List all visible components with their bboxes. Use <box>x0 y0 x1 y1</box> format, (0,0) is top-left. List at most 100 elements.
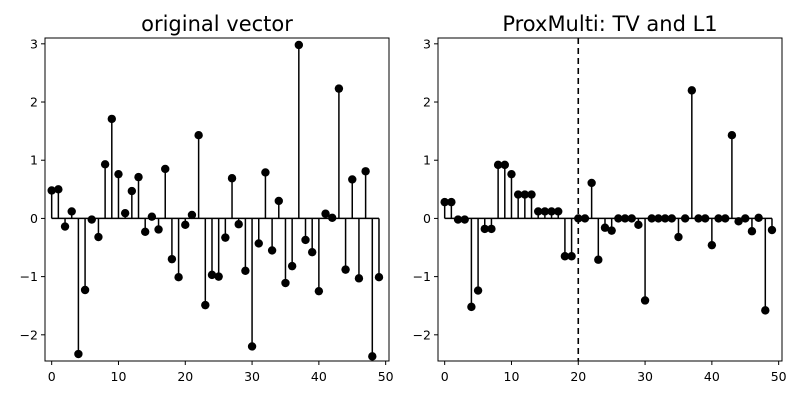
stem-marker <box>241 266 250 275</box>
stem-marker <box>114 169 123 179</box>
stem-marker <box>261 168 270 177</box>
stem-marker <box>734 217 743 226</box>
x-tick-label: 0 <box>48 369 56 384</box>
x-tick-label: 0 <box>441 369 449 384</box>
stem-marker <box>234 220 243 229</box>
stem-marker <box>221 233 230 242</box>
stem-marker <box>67 207 76 216</box>
stem-marker <box>487 224 496 234</box>
stem-marker <box>580 214 590 223</box>
y-tick-label: −1 <box>20 269 38 284</box>
stem-marker <box>194 130 203 140</box>
stem-marker <box>654 214 663 223</box>
stem-marker <box>60 222 70 231</box>
stem-marker <box>460 215 469 224</box>
stem-marker <box>467 302 476 312</box>
plot-area: 0 10 20 30 40 50 −2 −1 0 1 2 3 <box>413 36 787 384</box>
stem-marker <box>267 246 277 255</box>
stem-marker <box>214 272 223 281</box>
axes-frame <box>437 37 783 362</box>
stem-marker <box>727 130 737 140</box>
stem-marker <box>473 286 483 295</box>
stem-marker <box>154 225 163 234</box>
stem-marker <box>660 214 670 223</box>
stem-marker <box>54 185 63 194</box>
stem-marker <box>227 174 237 183</box>
stem-marker <box>47 186 56 195</box>
y-tick-label: 1 <box>30 153 38 168</box>
axes-frame <box>44 37 390 362</box>
stem-marker <box>287 261 297 271</box>
stem-marker <box>321 209 330 218</box>
stem-marker <box>520 190 530 199</box>
x-tick-label: 20 <box>177 369 193 384</box>
stem-marker <box>100 160 110 169</box>
stem-marker <box>307 247 317 257</box>
y-tick-label: 2 <box>423 95 431 110</box>
y-tick-label: −1 <box>413 269 431 284</box>
y-tick-label: 1 <box>423 153 431 168</box>
stem-marker <box>607 226 616 235</box>
stem-marker <box>374 272 384 282</box>
stem-marker <box>74 349 83 359</box>
panel-proxmulti: ProxMulti: TV and L1 0 10 20 30 40 50 −2 −1 0 1 2 3 <box>413 12 787 384</box>
stem-marker <box>127 186 137 196</box>
stem-marker <box>328 213 337 223</box>
stem-marker <box>348 175 357 184</box>
stem-marker <box>540 207 550 216</box>
stem-marker <box>507 169 516 179</box>
stem-marker <box>627 214 636 223</box>
stem-marker <box>634 220 643 230</box>
stem-marker <box>680 214 690 223</box>
stem-marker <box>301 235 310 245</box>
stem-marker <box>107 114 116 124</box>
stem-marker <box>594 255 603 264</box>
stem-marker <box>140 227 150 236</box>
stem-marker <box>694 214 703 223</box>
stem-marker <box>281 278 290 288</box>
stem-marker <box>754 213 763 223</box>
stem-marker <box>187 210 197 220</box>
stem-marker <box>560 252 570 261</box>
stem-marker <box>614 214 623 223</box>
x-tick-label: 10 <box>111 369 127 384</box>
stem-marker <box>533 207 543 216</box>
stem-marker <box>547 207 556 216</box>
stem-marker <box>80 285 90 295</box>
x-tick-label: 30 <box>244 369 260 384</box>
stem-marker <box>440 197 449 207</box>
stem-marker <box>714 214 723 223</box>
stem-marker <box>167 254 177 264</box>
y-tick-label: −2 <box>20 327 38 342</box>
chart-title: ProxMulti: TV and L1 <box>502 12 717 36</box>
stem-marker <box>447 197 456 207</box>
stem-marker <box>554 207 563 216</box>
stem-marker <box>274 196 283 206</box>
stem-marker <box>120 208 130 218</box>
stem-marker <box>493 160 503 170</box>
x-tick-label: 10 <box>504 369 520 384</box>
stem-marker <box>361 167 370 176</box>
stem-marker <box>87 215 96 224</box>
stem-marker <box>767 225 777 235</box>
stem-marker <box>354 274 364 283</box>
stem-marker <box>94 232 103 242</box>
stem-marker <box>574 214 583 223</box>
x-tick-label: 40 <box>311 369 327 384</box>
stem-marker <box>513 190 523 199</box>
stem-marker <box>747 227 757 236</box>
y-tick-label: 2 <box>30 95 38 110</box>
stem-marker <box>700 214 710 223</box>
stem-marker <box>674 232 683 242</box>
stem-marker <box>147 212 157 221</box>
stem-marker <box>480 224 489 234</box>
stem-marker <box>647 214 656 223</box>
x-tick-label: 30 <box>637 369 653 384</box>
y-tick-label: −2 <box>413 327 431 342</box>
y-tick-label: 3 <box>423 36 431 51</box>
stem-marker <box>314 286 324 296</box>
y-tick-label: 0 <box>30 211 38 226</box>
stem-marker <box>134 172 143 182</box>
stem-marker <box>567 252 576 261</box>
